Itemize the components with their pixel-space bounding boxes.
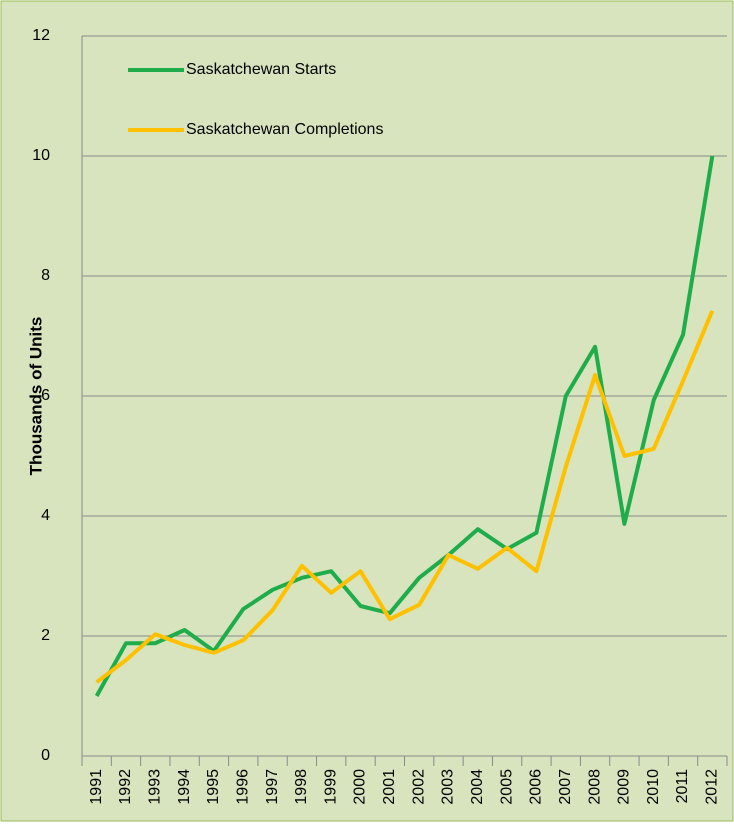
x-tick-label: 1992: [117, 769, 134, 805]
x-tick-label: 1996: [234, 769, 251, 805]
series-line: [94, 155, 715, 697]
x-tick-label: 1999: [322, 769, 339, 805]
x-tick-label: 2005: [498, 769, 515, 805]
x-tick-label: 1993: [147, 769, 164, 805]
x-tick-label: 2006: [528, 769, 545, 805]
x-tick-label: 1995: [205, 769, 222, 805]
series-line: [95, 310, 715, 684]
x-tick-label: 2004: [469, 769, 486, 805]
x-tick-label: 2000: [352, 769, 369, 805]
y-tick-label: 12: [32, 27, 50, 44]
y-tick-label: 6: [41, 387, 50, 404]
y-tick-label: 0: [41, 747, 50, 764]
x-tick-label: 2008: [586, 769, 603, 805]
x-tick-label: 2011: [674, 769, 691, 804]
x-tick-label: 1998: [293, 769, 310, 805]
x-tick-label: 2007: [557, 769, 574, 805]
y-tick-label: 10: [32, 147, 50, 164]
y-tick-label: 4: [41, 507, 50, 524]
x-tick-label: 2001: [381, 769, 398, 805]
x-tick-label: 2012: [704, 769, 721, 805]
x-tick-label: 1991: [88, 769, 105, 805]
x-tick-label: 2003: [440, 769, 457, 805]
y-tick-label: 2: [41, 627, 50, 644]
y-tick-label: 8: [41, 267, 50, 284]
x-tick-label: 2010: [645, 769, 662, 805]
y-axis-title: Thousands of Units: [26, 317, 45, 476]
x-tick-label: 1994: [176, 769, 193, 805]
legend-label: Saskatchewan Starts: [186, 61, 336, 78]
legend-label: Saskatchewan Completions: [186, 121, 383, 138]
x-tick-label: 1997: [264, 769, 281, 805]
x-tick-label: 2002: [410, 769, 427, 805]
x-tick-label: 2009: [616, 769, 633, 805]
